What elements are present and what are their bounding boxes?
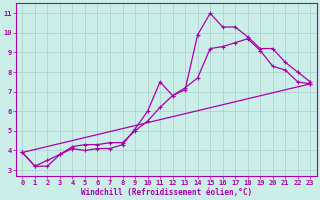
X-axis label: Windchill (Refroidissement éolien,°C): Windchill (Refroidissement éolien,°C) xyxy=(81,188,252,197)
